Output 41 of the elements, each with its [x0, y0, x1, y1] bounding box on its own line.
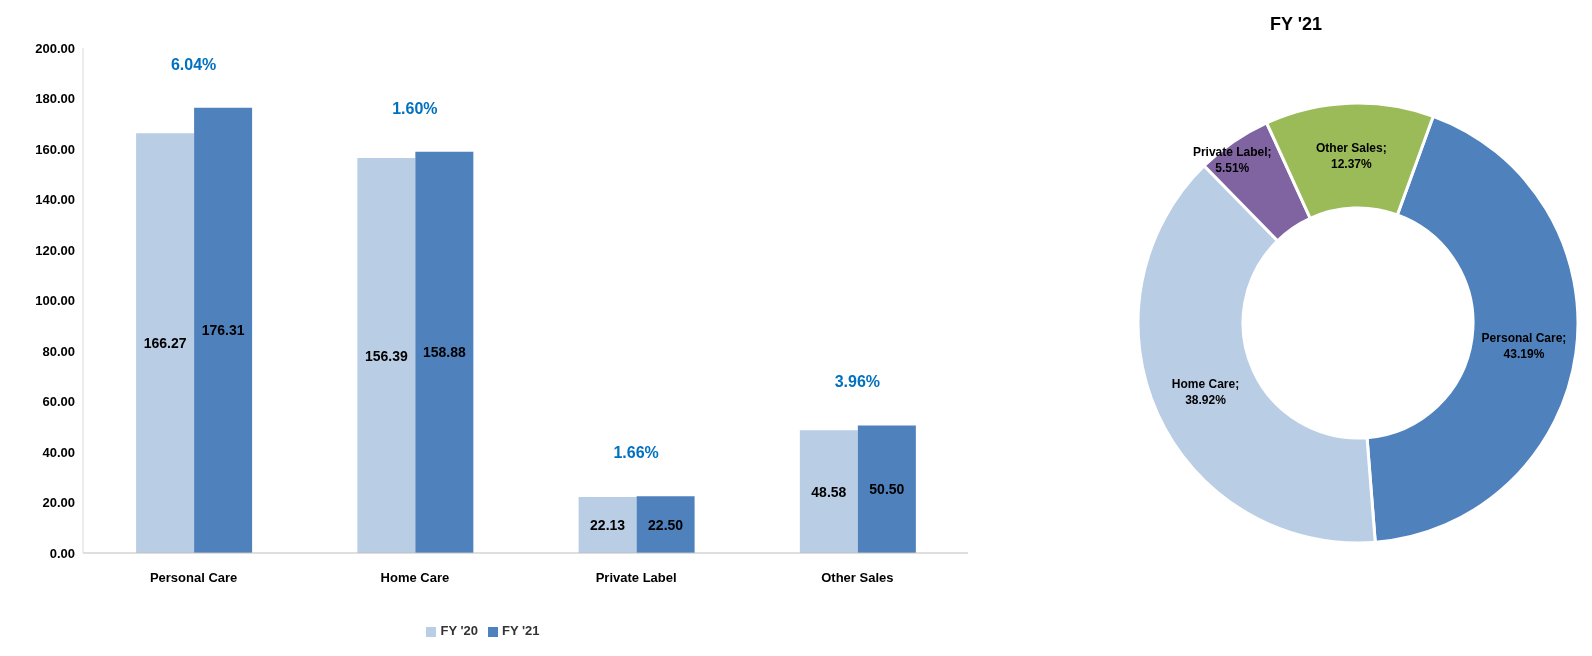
y-tick-label: 120.00 — [35, 242, 75, 258]
annotation: 6.04% — [170, 55, 217, 73]
bar — [415, 151, 474, 553]
data-label: 48.58 — [811, 483, 847, 500]
x-tick-label: Private Label — [595, 570, 677, 586]
data-label: Home Care; 38.92% — [1171, 377, 1240, 408]
y-tick-label: 20.00 — [42, 495, 75, 511]
bar — [857, 425, 916, 553]
data-label: Other Sales; 12.37% — [1316, 140, 1387, 171]
y-tick-label: 60.00 — [42, 394, 75, 410]
x-tick-label: Home Care — [380, 570, 450, 586]
annotation: 3.96% — [834, 373, 881, 391]
chart-title: FY '21 — [1269, 14, 1323, 35]
annotation: 1.66% — [613, 444, 659, 462]
legend-label: FY '21 — [502, 623, 540, 638]
data-label: 22.50 — [648, 516, 684, 533]
y-tick-label: 140.00 — [35, 192, 75, 208]
x-tick-label: Other Sales — [821, 570, 894, 586]
y-tick-label: 0.00 — [49, 545, 75, 561]
bar — [136, 133, 195, 553]
bar — [799, 430, 858, 553]
data-label: 176.31 — [201, 322, 245, 339]
data-label: 22.13 — [590, 517, 626, 534]
bar — [578, 497, 637, 553]
y-tick-label: 100.00 — [35, 293, 75, 309]
bar — [636, 496, 695, 553]
data-label: 166.27 — [143, 335, 187, 352]
y-tick-label: 80.00 — [42, 343, 75, 359]
data-label: 156.39 — [364, 347, 408, 364]
x-tick-label: Personal Care — [149, 570, 238, 586]
data-label: 158.88 — [422, 344, 466, 361]
y-tick-label: 200.00 — [35, 40, 75, 56]
data-label: 50.50 — [869, 481, 905, 498]
bar — [357, 158, 416, 553]
legend-label: FY '20 — [440, 623, 478, 638]
bar — [194, 107, 253, 553]
y-tick-label: 40.00 — [42, 444, 75, 460]
y-tick-label: 180.00 — [35, 91, 75, 107]
y-tick-label: 160.00 — [35, 141, 75, 157]
annotation: 1.60% — [392, 99, 438, 117]
data-label: Personal Care; 43.19% — [1481, 330, 1567, 361]
